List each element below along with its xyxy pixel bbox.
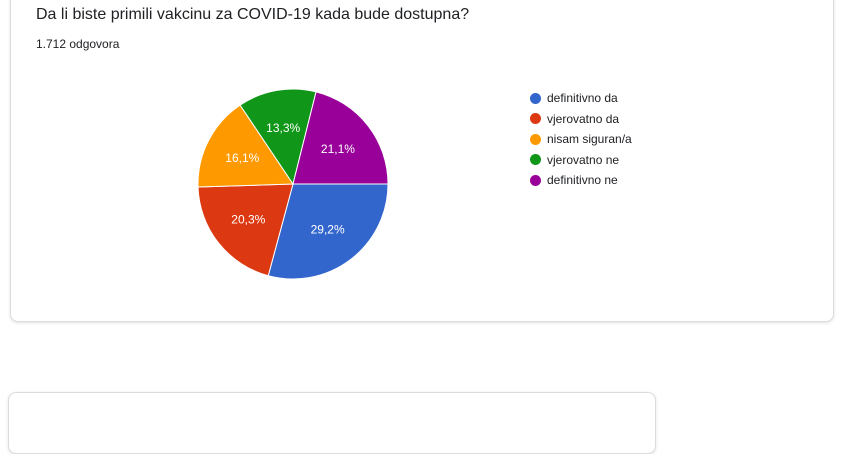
- slice-label-0: 29,2%: [311, 222, 345, 236]
- slice-label-1: 20,3%: [231, 212, 265, 226]
- legend-dot-icon: [530, 133, 541, 145]
- legend-label: vjerovatno ne: [547, 152, 620, 167]
- response-count: 1.712 odgovora: [36, 37, 120, 51]
- pie-slice-3[interactable]: [239, 88, 317, 186]
- legend-dot-icon: [530, 154, 541, 166]
- legend-label: vjerovatno da: [547, 111, 620, 126]
- legend-dot-icon: [530, 174, 541, 186]
- legend-label: nisam siguran/a: [547, 132, 632, 147]
- question-title: Da li biste primili vakcinu za COVID-19 …: [36, 6, 470, 23]
- legend-item[interactable]: nisam siguran/a: [530, 129, 632, 150]
- next-question-card: [8, 392, 656, 454]
- slice-label-3: 13,3%: [266, 121, 300, 135]
- slice-label-2: 16,1%: [225, 151, 259, 165]
- legend-dot-icon: [530, 92, 541, 104]
- pie-slice-4[interactable]: [292, 91, 389, 185]
- pie-chart: 29,2% 20,3% 16,1% 13,3% 21,1%: [197, 88, 389, 280]
- pie-slice-2[interactable]: [197, 104, 294, 188]
- pie-slice-1[interactable]: [197, 183, 294, 277]
- slice-label-4: 21,1%: [321, 142, 355, 156]
- legend-item[interactable]: definitivno da: [530, 88, 632, 109]
- legend-label: definitivno da: [547, 91, 618, 106]
- pie-slice-0[interactable]: [267, 183, 389, 280]
- chart-legend: definitivno da vjerovatno da nisam siguran…: [530, 88, 632, 191]
- legend-item[interactable]: vjerovatno da: [530, 109, 632, 130]
- legend-dot-icon: [530, 113, 541, 125]
- legend-label: definitivno ne: [547, 173, 618, 188]
- legend-item[interactable]: vjerovatno ne: [530, 150, 632, 171]
- legend-item[interactable]: definitivno ne: [530, 170, 632, 191]
- question-card: [10, 0, 834, 322]
